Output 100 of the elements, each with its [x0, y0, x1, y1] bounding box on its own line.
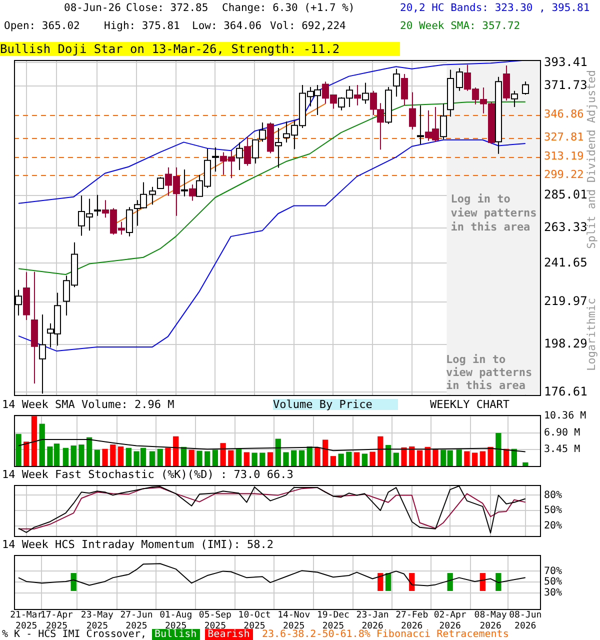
bar: [252, 452, 258, 466]
x-tick-label: 08-Jun 2026: [509, 610, 542, 632]
bar: [362, 454, 368, 466]
chart-title: 14 Week HCS Intraday Momentum (IMI): 58.2: [2, 538, 274, 551]
y-axis-title: Split and Dividend Adjusted: [585, 70, 598, 249]
text: Logarithmic: [585, 298, 598, 371]
bar: [196, 450, 202, 466]
bar: [401, 447, 407, 466]
y-tick-label: 20%: [544, 520, 562, 532]
bar: [188, 450, 194, 466]
bar: [338, 454, 344, 466]
bar: [78, 444, 84, 466]
bar: [173, 436, 179, 466]
bar: [488, 446, 494, 466]
y-tick-label: 371.73: [544, 78, 588, 92]
text: Change: 6.30 (+1.7 %): [222, 2, 355, 14]
legend-title: % K - HCS IMI Crossover,: [2, 629, 146, 640]
bar: [393, 452, 399, 466]
text: WEEKLY CHART: [430, 398, 510, 411]
bar: [306, 446, 312, 466]
band-label: Log in to view patterns in this area: [450, 192, 537, 234]
bar: [149, 451, 156, 466]
bar: [330, 456, 336, 466]
bar: [472, 452, 478, 466]
bar: [204, 451, 210, 466]
bar: [126, 448, 132, 466]
bar: [314, 447, 320, 466]
chart-title: 08-Jun-26: [64, 2, 121, 14]
ref-line-label: 313.19: [544, 149, 584, 162]
bar: [180, 446, 187, 466]
bar: [62, 448, 69, 466]
y-tick-label: 241.65: [544, 255, 588, 270]
y-tick-label: 3.45 M: [544, 444, 580, 455]
bar: [24, 442, 30, 466]
bar: [236, 448, 242, 466]
bar: [522, 462, 528, 466]
bar: [94, 450, 100, 466]
bar: [244, 452, 250, 466]
y-tick-label: 10.36 M: [544, 410, 586, 422]
bar: [322, 440, 328, 466]
bar: [157, 448, 163, 466]
bar: [424, 446, 430, 466]
y-tick-label: 6.90 M: [544, 427, 580, 438]
bar: [385, 444, 392, 466]
text: Open: 365.02: [4, 20, 80, 32]
chart-title: 14 Week Fast Stochastic (%K)(%D) : 73.0 66.3: [2, 468, 294, 481]
bar: [416, 450, 423, 466]
bar: [291, 450, 297, 466]
x-tick-label: 27-Jun 2025: [120, 610, 153, 632]
y-tick-label: 80%: [544, 490, 562, 501]
bar: [346, 452, 352, 466]
bar: [432, 449, 438, 466]
y-tick-label: 198.29: [544, 336, 588, 351]
bar: [110, 444, 116, 466]
bar: [464, 451, 470, 466]
y-tick-label: 285.01: [544, 187, 588, 202]
text: Low: 364.06: [192, 20, 262, 32]
bar: [16, 434, 22, 466]
chart-title: 14 Week SMA Volume: 2.96 M: [2, 398, 174, 411]
y-tick-label: 176.61: [544, 384, 588, 398]
annotation: Log in to view patterns in this area: [446, 353, 534, 392]
y-tick-label: 263.33: [544, 220, 588, 234]
bar: [496, 432, 502, 466]
bar: [275, 438, 281, 466]
bar: [409, 446, 415, 466]
bar: [354, 452, 360, 466]
bar: [298, 450, 305, 466]
text: 20 Week SMA: 357.72: [400, 20, 522, 32]
text: Volume By Price: [273, 398, 398, 411]
y-tick-label: 219.97: [544, 294, 588, 308]
bar: [267, 452, 274, 466]
y-tick-label: 30%: [544, 587, 562, 598]
y-tick-label: 393.41: [544, 54, 588, 69]
bar: [118, 446, 124, 466]
bar: [260, 452, 266, 466]
ref-line-label: 327.81: [544, 130, 584, 144]
bar: [70, 445, 76, 466]
ref-line-label: 299.22: [544, 168, 584, 182]
bar: [220, 443, 226, 466]
bar: [370, 452, 376, 466]
y-tick-label: 70%: [544, 566, 562, 577]
text: Close: 372.85: [126, 2, 208, 14]
bar: [228, 450, 234, 466]
bar: [378, 436, 384, 466]
bar: [86, 437, 92, 466]
bar: [480, 451, 486, 466]
bar: [212, 450, 218, 466]
bar: [511, 448, 517, 466]
y-tick-label: 50%: [544, 576, 562, 588]
bar: [456, 449, 462, 466]
text: High: 375.81: [104, 20, 180, 32]
bar: [102, 448, 108, 466]
text: Vol: 692,224: [270, 20, 346, 32]
bar: [503, 448, 510, 466]
ref-line-label: 346.86: [544, 107, 584, 120]
bar: [31, 416, 38, 466]
bar: [283, 452, 289, 466]
chart-subtitle: Bullish Doji Star on 13-Mar-26, Strength: -11.2: [0, 42, 400, 56]
bar: [165, 448, 171, 466]
text: 20,2 HC Bands: 323.30 , 395.81: [400, 2, 590, 14]
